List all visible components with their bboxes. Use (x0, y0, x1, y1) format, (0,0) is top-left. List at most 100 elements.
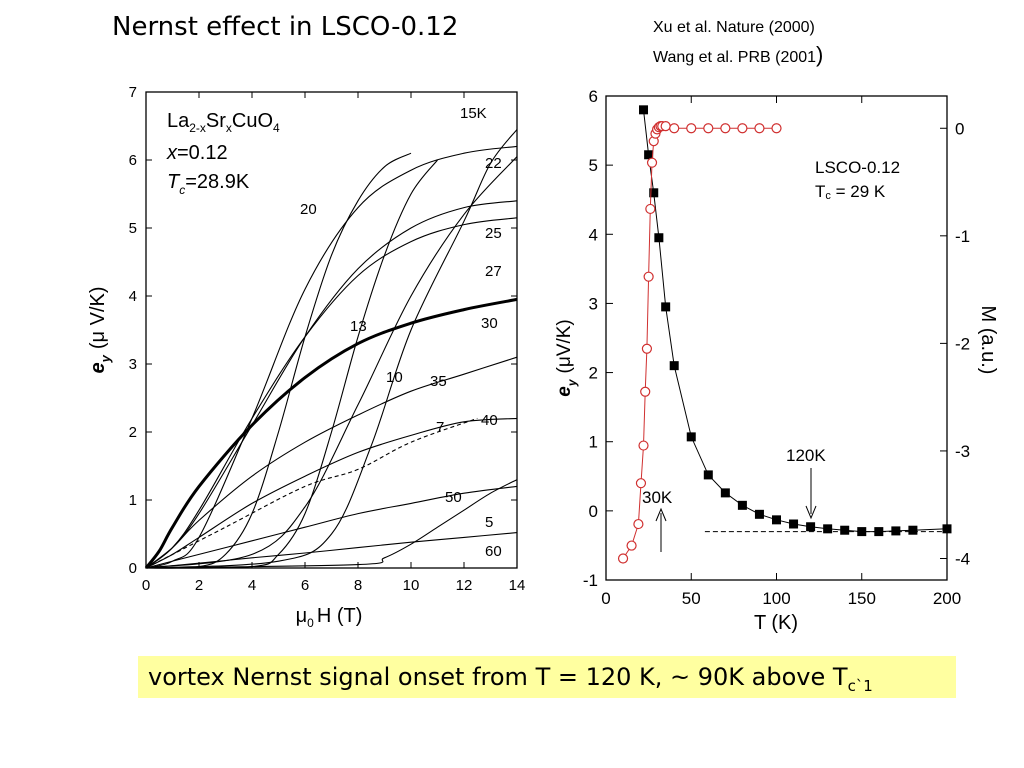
nernst-point (806, 522, 816, 532)
right-y-tick-label: 6 (589, 87, 598, 106)
nernst-point (669, 361, 679, 371)
right-x-tick-label: 200 (933, 589, 961, 608)
magnetization-point (635, 478, 647, 489)
magnetization-point (640, 386, 651, 397)
curve-label-50: 50 (445, 489, 462, 506)
right-y-tick-label: 1 (589, 433, 598, 452)
curve-label-20: 20 (300, 201, 317, 218)
right-x-axis-label: T (K) (754, 612, 798, 634)
magnetization-point (645, 203, 656, 215)
nernst-point (874, 527, 884, 537)
nernst-point (644, 150, 654, 160)
nernst-point (891, 526, 901, 536)
curve-40 (145, 417, 518, 569)
right-y-tick-label: 5 (589, 156, 598, 175)
curve-label-10: 10 (386, 369, 403, 386)
curve-35 (145, 356, 518, 569)
left-y-tick-label: 0 (129, 560, 137, 577)
nernst-point (942, 524, 952, 534)
right-series (617, 105, 952, 564)
right-y-tick-label: 3 (589, 294, 598, 313)
right-x-tick-label: 100 (762, 589, 790, 608)
left-y-tick-label: 3 (129, 356, 137, 373)
left-plot-frame (145, 91, 518, 569)
reference-xu: Xu et al. Nature (2000) (653, 19, 815, 36)
annotation-120k: 120K (786, 446, 826, 465)
left-annotation-formula: La2-xSrxCuO4 (167, 110, 280, 135)
magnetization-point (737, 123, 748, 134)
slide-title: Nernst effect in LSCO-0.12 (112, 12, 459, 42)
nernst-point (654, 233, 664, 243)
right-y-axis-label: ey(μV/K) (554, 319, 579, 397)
magnetization-point (638, 440, 649, 451)
left-annotation-composition: x=0.12 (166, 142, 228, 164)
left-x-tick-label: 12 (456, 577, 473, 594)
arrow-120k-head (805, 505, 817, 520)
curve-20 (145, 145, 518, 569)
right-y2-tick-label: -2 (955, 334, 970, 353)
curve-5 (145, 479, 518, 569)
magnetization-point (703, 123, 714, 134)
magnetization-point (669, 123, 680, 134)
left-x-tick-label: 8 (354, 577, 362, 594)
nernst-point (772, 515, 781, 525)
nernst-point (857, 527, 867, 537)
curve-50 (145, 485, 518, 569)
magnetization-point (754, 123, 765, 134)
nernst-point (737, 500, 747, 510)
magnetization-point (626, 540, 637, 551)
left-curve-labels: 15K 20 22 25 27 13 10 30 35 40 50 5 60 7 (300, 105, 502, 560)
right-y-tick-label: -1 (583, 571, 598, 590)
right-x-tick-label: 0 (601, 589, 610, 608)
magnetization-point (643, 271, 654, 282)
left-y-tick-label: 1 (129, 492, 137, 509)
left-curves (144, 129, 518, 569)
curve-22 (145, 156, 518, 569)
curve-label-60: 60 (485, 543, 502, 560)
magnetization-point (660, 121, 671, 132)
curve-60 (145, 532, 518, 569)
right-x-tick-label: 50 (682, 589, 701, 608)
curve-30 (144, 297, 518, 569)
left-y-axis-label: ey(μ V/K) (87, 287, 113, 374)
left-y-tick-label: 2 (129, 424, 137, 441)
right-y-tick-label: 0 (589, 502, 598, 521)
nernst-point (720, 488, 730, 498)
left-y-tick-label: 5 (129, 220, 137, 237)
left-y-tick-label: 6 (129, 152, 137, 169)
arrow-30k-head (655, 507, 667, 522)
right-y-tick-label: 2 (589, 364, 598, 383)
curve-label-30: 30 (481, 315, 498, 332)
curve-label-35: 35 (430, 373, 447, 390)
right-legend-line2: Tc = 29 K (815, 182, 886, 202)
left-x-tick-label: 4 (248, 577, 256, 594)
left-y-tick-label: 7 (129, 84, 137, 101)
nernst-point (754, 509, 764, 519)
nernst-point (823, 524, 833, 534)
right-y-tick-label: 4 (589, 225, 598, 244)
magnetization-point (617, 553, 629, 564)
curve-10 (145, 159, 438, 569)
curve-label-25: 25 (485, 225, 502, 242)
caption-text: vortex Nernst signal onset from T = 120 … (148, 663, 848, 691)
magnetization-point (641, 343, 653, 354)
caption-subscript: c`1 (847, 677, 873, 695)
left-y-tick-label: 4 (129, 288, 137, 305)
nernst-series-line (643, 109, 948, 533)
nernst-point (840, 525, 850, 535)
nernst-point (789, 519, 799, 529)
right-y2-tick-label: -1 (955, 227, 970, 246)
caption-banner: vortex Nernst signal onset from T = 120 … (138, 656, 956, 698)
left-annotation-tc: Tc=28.9K (167, 171, 250, 197)
right-y2-tick-label: -3 (955, 442, 970, 461)
curve-label-22: 22 (485, 155, 502, 172)
magnetization-point (771, 123, 782, 134)
nernst-point (639, 105, 649, 115)
magnetization-point (633, 518, 644, 530)
reference-wang: Wang et al. PRB (2001) (653, 42, 824, 67)
